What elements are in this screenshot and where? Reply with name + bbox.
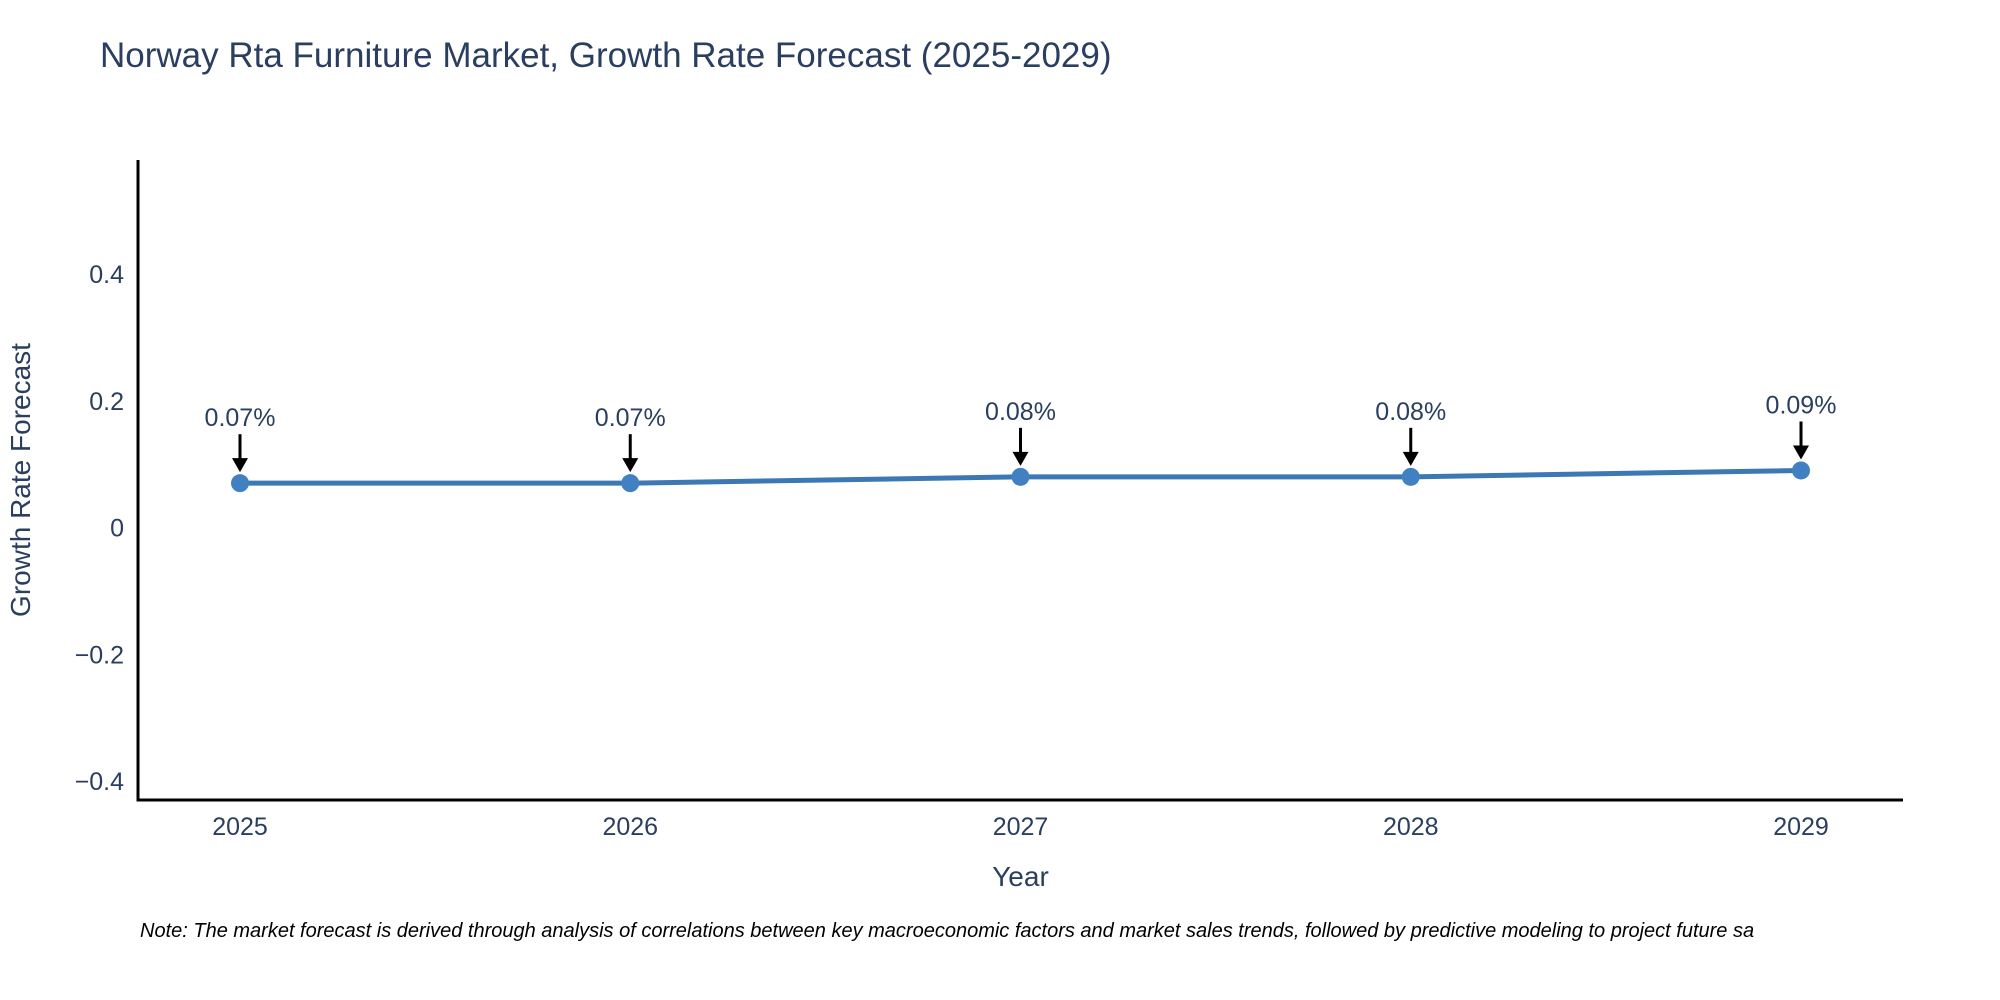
y-tick-label: 0	[110, 515, 124, 543]
y-tick-label: −0.2	[75, 641, 124, 669]
y-tick-label: −0.4	[75, 768, 124, 796]
x-tick-label: 2029	[1773, 813, 1829, 841]
annotation-arrowhead-icon	[1402, 451, 1419, 466]
annotation-arrowhead-icon	[622, 458, 639, 473]
annotation-label: 0.08%	[985, 398, 1056, 426]
y-axis-title: Growth Rate Forecast	[5, 343, 36, 617]
data-point-marker[interactable]	[231, 474, 249, 493]
x-tick-label: 2025	[212, 813, 268, 841]
annotation-label: 0.08%	[1375, 398, 1446, 426]
annotation-label: 0.07%	[595, 404, 666, 432]
x-tick-label: 2027	[993, 813, 1049, 841]
x-tick-label: 2028	[1383, 813, 1439, 841]
chart-title: Norway Rta Furniture Market, Growth Rate…	[100, 36, 1112, 75]
x-tick-label: 2026	[602, 813, 658, 841]
annotation-arrowhead-icon	[232, 458, 248, 473]
y-tick-label: 0.4	[89, 261, 124, 289]
annotation-label: 0.09%	[1766, 391, 1837, 419]
annotation-arrowhead-icon	[1012, 451, 1029, 466]
y-tick-label: 0.2	[89, 388, 124, 416]
annotation-arrowhead-icon	[1793, 445, 1809, 460]
x-axis-title: Year	[992, 861, 1049, 892]
data-point-marker[interactable]	[1792, 461, 1810, 480]
data-point-marker[interactable]	[1401, 467, 1420, 486]
annotation-label: 0.07%	[205, 404, 276, 432]
data-point-marker[interactable]	[621, 474, 640, 493]
data-point-marker[interactable]	[1011, 467, 1030, 486]
footnote: Note: The market forecast is derived thr…	[140, 920, 1755, 942]
